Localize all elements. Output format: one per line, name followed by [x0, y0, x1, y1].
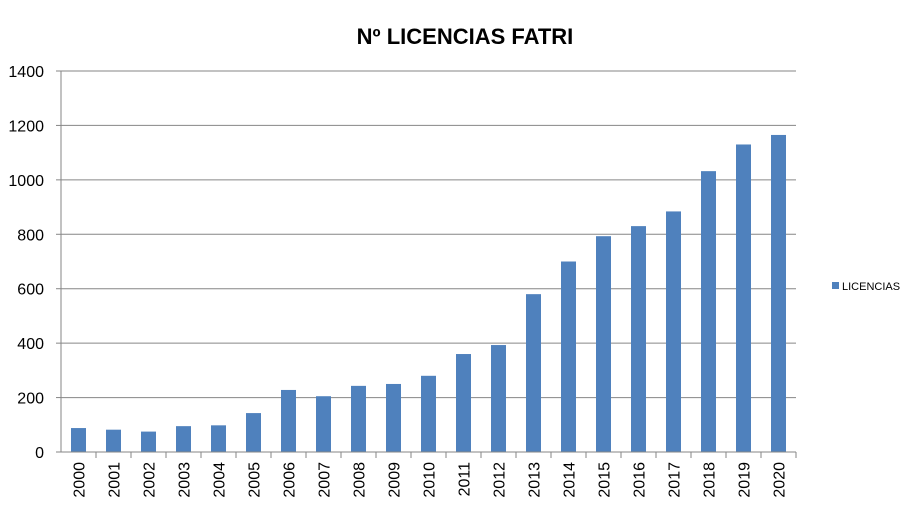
x-tick-label: 2007: [317, 462, 334, 498]
bar: [456, 354, 471, 452]
x-tick-label: 2018: [702, 462, 719, 498]
bar: [771, 134, 786, 453]
x-tick-label: 2013: [527, 462, 544, 498]
y-tick-label: 0: [35, 445, 44, 462]
legend: LICENCIAS: [832, 281, 900, 293]
x-tick-label: 2003: [177, 462, 194, 498]
x-tick-label: 2005: [247, 462, 264, 498]
y-tick-label: 800: [17, 227, 44, 244]
bar: [491, 345, 506, 452]
x-tick-label: 2019: [737, 462, 754, 498]
x-tick-label: 2010: [422, 462, 439, 498]
bar: [736, 144, 751, 452]
bar: [631, 226, 646, 452]
bar: [281, 389, 296, 452]
bar: [701, 171, 716, 453]
bar: [596, 236, 611, 452]
y-tick-label: 200: [17, 391, 44, 408]
y-tick-label: 1400: [8, 64, 44, 81]
bar: [141, 431, 156, 452]
y-tick-label: 1000: [8, 173, 44, 190]
x-tick-label: 2001: [107, 462, 124, 498]
x-tick-label: 2009: [387, 462, 404, 498]
bar: [666, 211, 681, 452]
bars: [71, 134, 786, 453]
bar: [71, 428, 86, 452]
bar: [106, 429, 121, 452]
x-tick-label: 2015: [597, 462, 614, 498]
bar: [246, 413, 261, 452]
bar: [526, 294, 541, 452]
x-tick-label: 2000: [72, 462, 89, 498]
y-tick-label: 600: [17, 282, 44, 299]
x-tick-label: 2008: [352, 462, 369, 498]
bar: [316, 396, 331, 452]
y-tick-label: 400: [17, 336, 44, 353]
legend-label: LICENCIAS: [842, 281, 900, 293]
chart-title: Nº LICENCIAS FATRI: [357, 24, 574, 49]
x-tick-label: 2006: [282, 462, 299, 498]
x-tick-label: 2014: [562, 462, 579, 498]
x-axis: 2000 2001 2002 2003 2004 2005 2006 2007 2008 2009…: [61, 451, 797, 498]
bar: [176, 426, 191, 452]
bar: [561, 261, 576, 452]
legend-swatch: [832, 282, 839, 289]
x-tick-label: 2020: [772, 462, 789, 498]
x-tick-label: 2017: [667, 462, 684, 498]
bar: [351, 385, 366, 452]
x-tick-label: 2002: [142, 462, 159, 498]
bar: [421, 375, 436, 452]
x-tick-label: 2012: [492, 462, 509, 498]
y-axis-ticks: 0 200 400 600 800 1000 1200 1400: [8, 64, 61, 462]
x-tick-label: 2004: [212, 462, 229, 498]
bar: [211, 425, 226, 452]
bar: [386, 383, 401, 452]
y-tick-label: 1200: [8, 118, 44, 135]
gridlines: [60, 70, 796, 453]
x-tick-label: 2016: [632, 462, 649, 498]
x-tick-label: 2011: [457, 462, 474, 497]
